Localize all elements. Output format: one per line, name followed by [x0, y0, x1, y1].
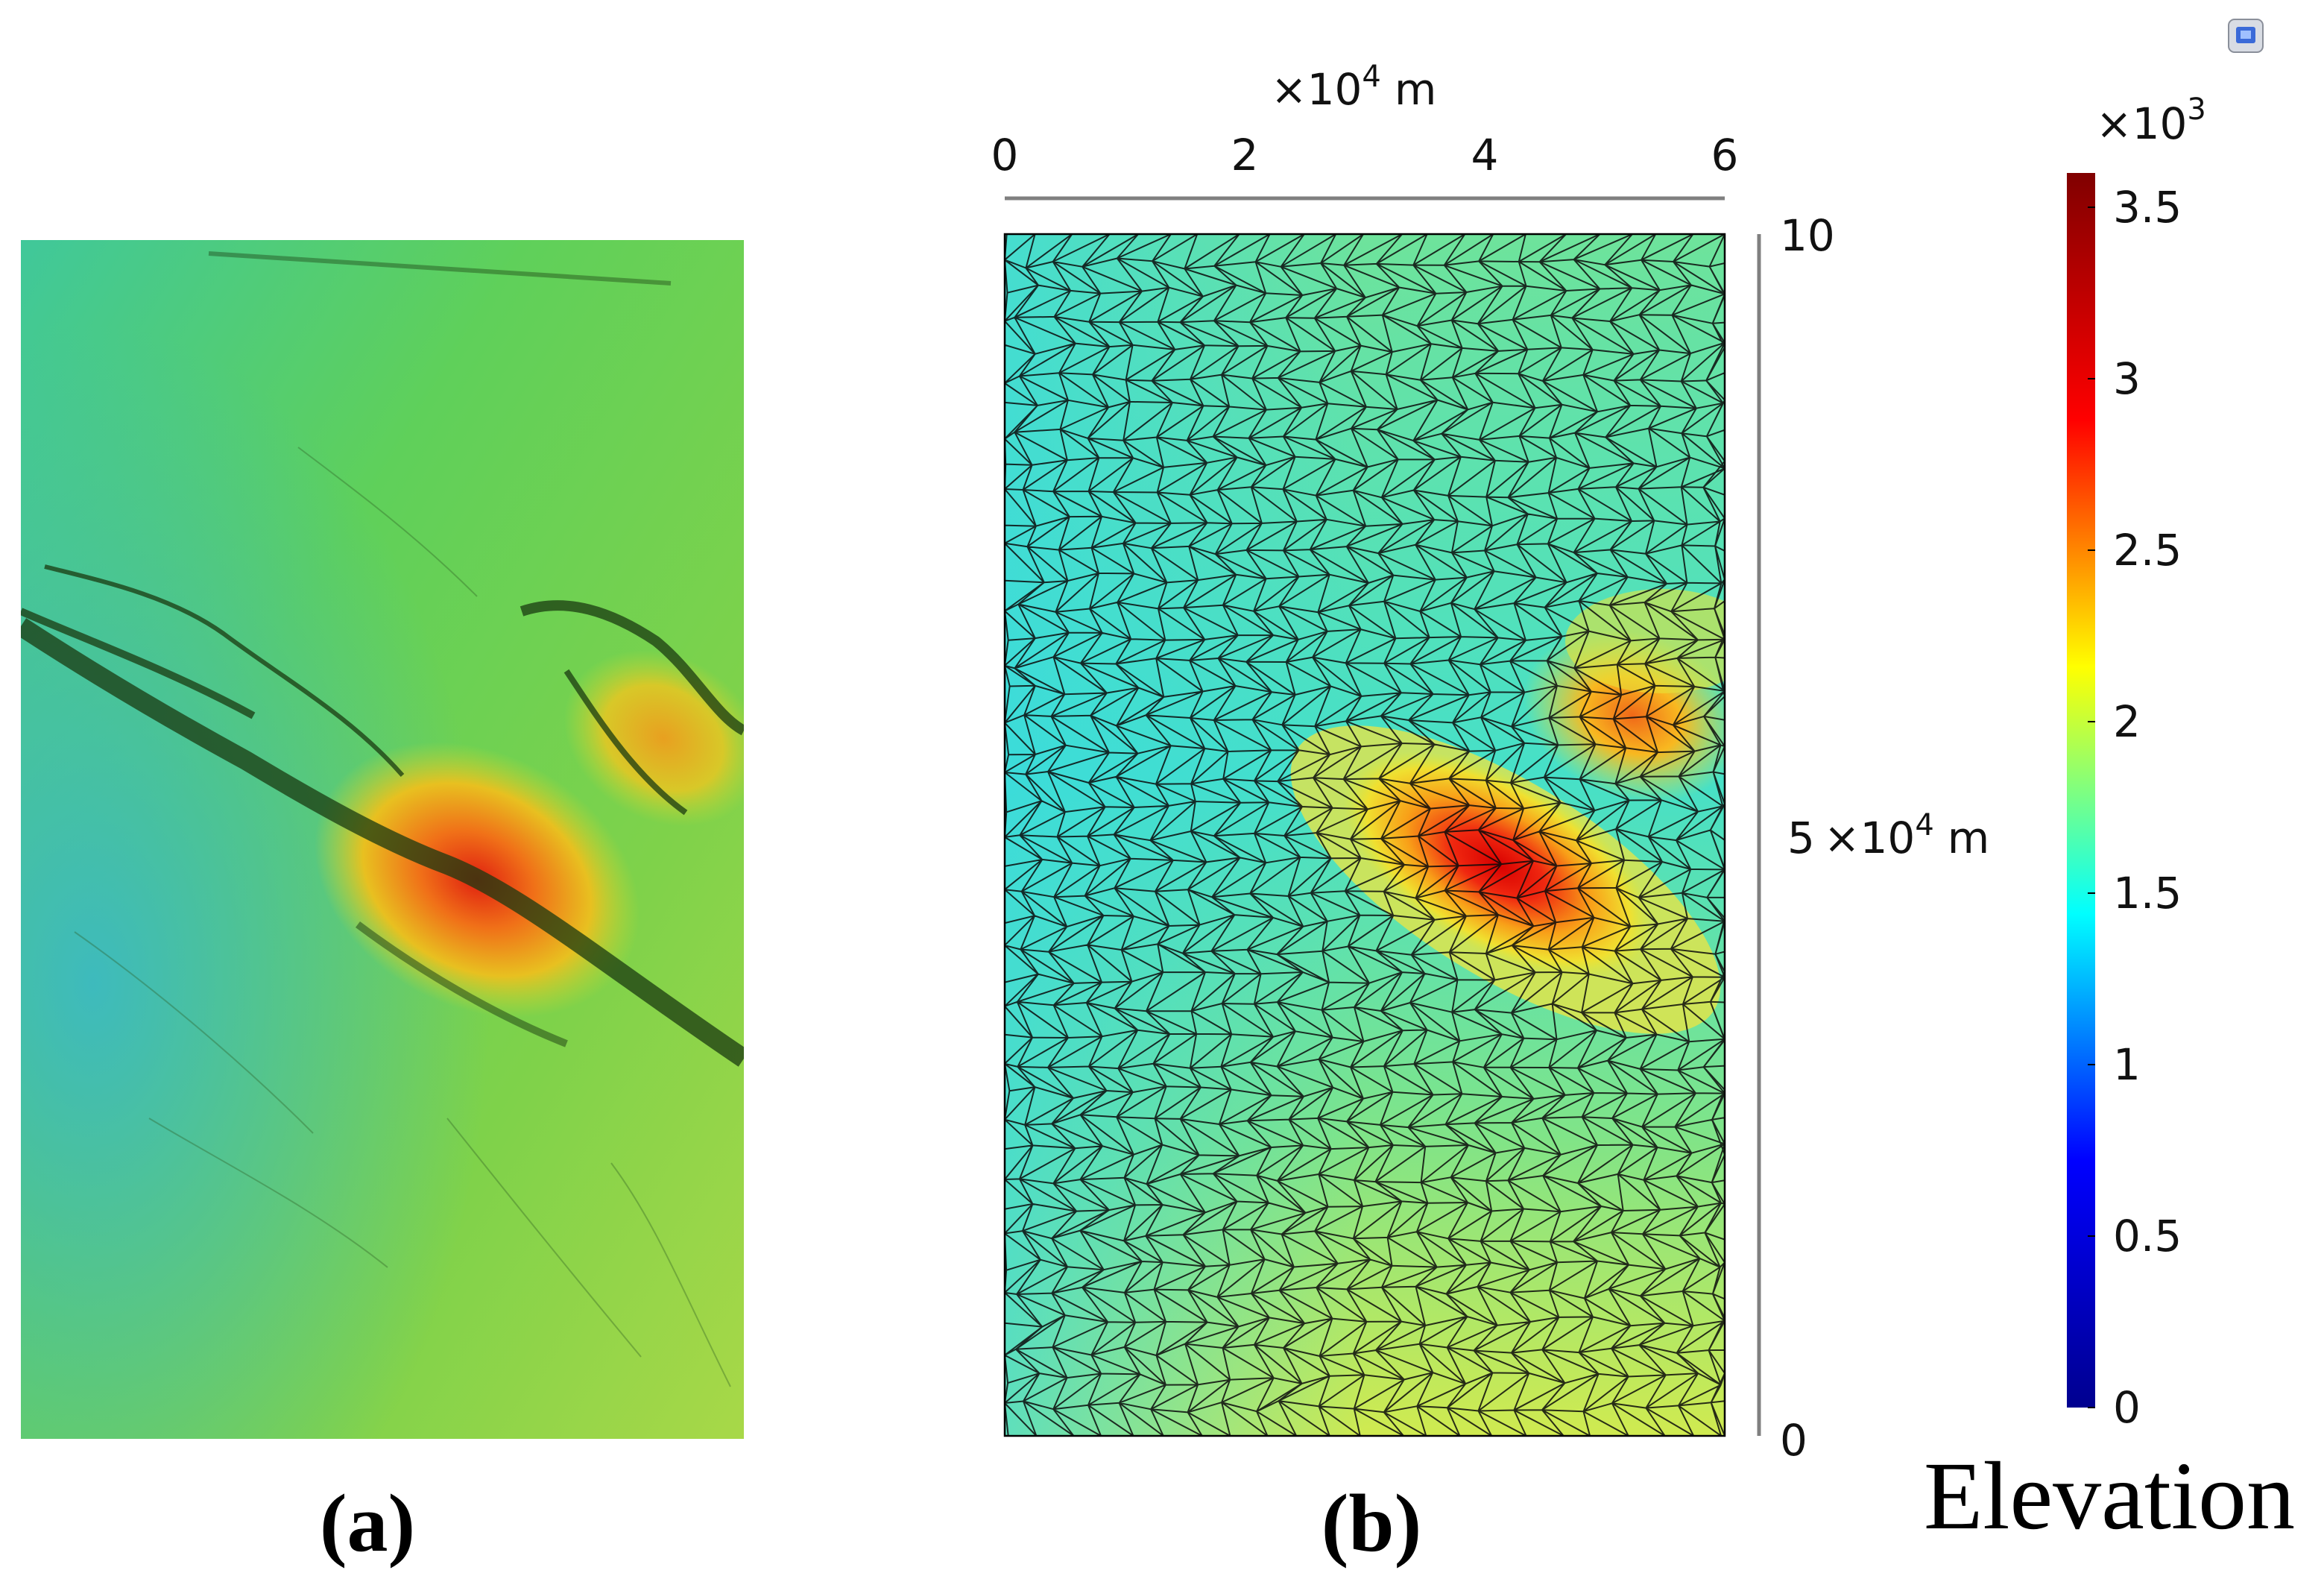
panel-b-label: (b) [1322, 1478, 1421, 1569]
elevation-colorbar: ×103 3.5 3 2.5 2 1.5 1 0.5 0 Elevation [1924, 92, 2295, 1550]
drainage-lines [74, 447, 731, 1387]
terrain-map [21, 240, 744, 1439]
colorbar-tick-label: 1 [2113, 1039, 2141, 1090]
colorbar-tick-label: 3 [2113, 353, 2141, 404]
x-tick-label: 2 [1231, 130, 1259, 180]
x-tick-label: 6 [1711, 130, 1739, 180]
colorbar-tick-label: 0.5 [2113, 1211, 2182, 1261]
y-tick-label: 0 [1780, 1415, 1807, 1466]
y-tick-label: 10 [1780, 210, 1835, 261]
x-axis-multiplier: ×104 m [1271, 60, 1436, 115]
x-tick-label: 4 [1471, 130, 1499, 180]
colorbar-tick-label: 1.5 [2113, 868, 2182, 918]
colorbar-tick-label: 3.5 [2113, 182, 2182, 233]
y-axis-mid-label: 5 ×104 m [1787, 808, 1989, 863]
colorbar-tick-label: 2.5 [2113, 525, 2182, 576]
ridge-shadows [21, 251, 744, 1067]
colorbar-title: Elevation [1924, 1443, 2295, 1550]
x-tick-label: 0 [991, 130, 1019, 180]
panel-a-label: (a) [320, 1478, 415, 1569]
triangular-mesh [1005, 234, 1725, 1436]
mesh-edges [1005, 234, 1725, 1436]
colorbar-tick-label: 0 [2113, 1382, 2141, 1433]
colorbar-tick-label: 2 [2113, 696, 2141, 747]
colorbar-gradient [2067, 173, 2095, 1408]
view-cube-icon[interactable] [2228, 19, 2264, 53]
mesh-plot: 0 2 4 6 ×104 m 10 0 5 ×104 m [991, 60, 1990, 1466]
colorbar-multiplier: ×103 [2096, 92, 2206, 149]
